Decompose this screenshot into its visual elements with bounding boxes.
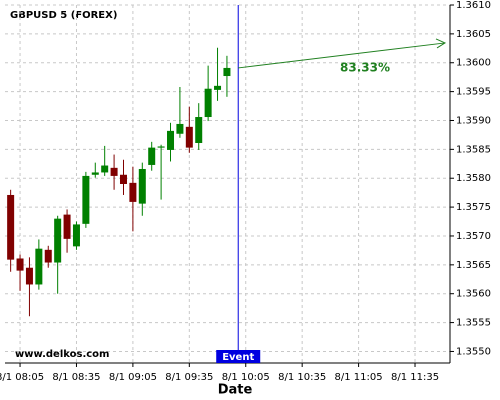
candle [167,122,175,162]
y-tick-label: 1.3550 [456,346,491,357]
y-tick-label: 1.3560 [456,289,491,300]
candle-body [138,168,146,204]
y-tick-label: 1.3580 [456,173,491,184]
candle-body [148,147,156,165]
candle [7,189,15,272]
y-tick-label: 1.3605 [456,29,491,40]
x-tick-label: 8/1 10:05 [222,372,270,383]
candle-body [214,85,222,90]
candle-body [223,67,231,77]
candle-body [35,248,43,285]
candle-body [16,258,24,271]
candle-body [82,175,90,224]
candle [129,166,137,232]
candle [35,239,43,290]
prediction-arrowhead [435,38,447,49]
candle-body [176,123,184,134]
event-label: Event [222,352,254,363]
candle [82,171,90,228]
candle-body [185,126,193,148]
candle [195,103,203,150]
candle-body [25,267,33,285]
x-axis-label: Date [218,383,253,398]
y-tick-label: 1.3565 [456,260,491,271]
x-tick-label: 8/1 08:05 [0,372,44,383]
candle-body [91,172,99,175]
watermark: www.delkos.com [15,349,109,360]
candle-body [157,146,165,148]
y-tick-label: 1.3570 [456,231,491,242]
y-tick-label: 1.3555 [456,318,491,329]
candle [176,86,184,138]
candle [16,254,24,291]
x-tick-label: 8/1 08:35 [52,372,100,383]
y-tick-label: 1.3610 [456,0,491,11]
y-tick-label: 1.3590 [456,115,491,126]
candle [101,145,109,176]
candle-body [101,165,109,173]
candle-body [129,182,137,202]
candle [204,65,212,122]
candle-body [204,88,212,118]
candle [44,245,52,268]
candle [25,257,33,317]
x-tick-label: 8/1 11:05 [335,372,383,383]
prediction-label: 83.33% [340,61,390,75]
chart-title: GBPUSD 5 (FOREX) [10,10,117,21]
candle [72,221,80,250]
candle [223,55,231,97]
candle [110,154,118,190]
x-tick-label: 8/1 10:35 [278,372,326,383]
candle-body [167,130,175,150]
candle-body [44,249,52,263]
candle [148,141,156,171]
candle-body [63,214,71,239]
candle [185,106,193,153]
candle [63,209,71,253]
y-tick-label: 1.3595 [456,87,491,98]
candle [157,144,165,200]
candle-body [110,167,118,176]
x-tick-label: 8/1 09:35 [165,372,213,383]
candle-body [7,194,15,260]
x-tick-label: 8/1 09:05 [109,372,157,383]
candle [138,162,146,216]
candle [214,47,222,101]
candle-body [72,224,80,247]
candle [54,215,62,294]
candle [119,159,127,195]
y-tick-label: 1.3575 [456,202,491,213]
candle-body [54,218,62,263]
prediction-arrow [238,42,446,69]
candle-body [119,174,127,184]
y-tick-label: 1.3600 [456,58,491,69]
y-tick-label: 1.3585 [456,144,491,155]
x-tick-label: 8/1 11:35 [391,372,439,383]
candle-body [195,117,203,144]
candle [91,162,99,178]
event-box [216,350,261,363]
